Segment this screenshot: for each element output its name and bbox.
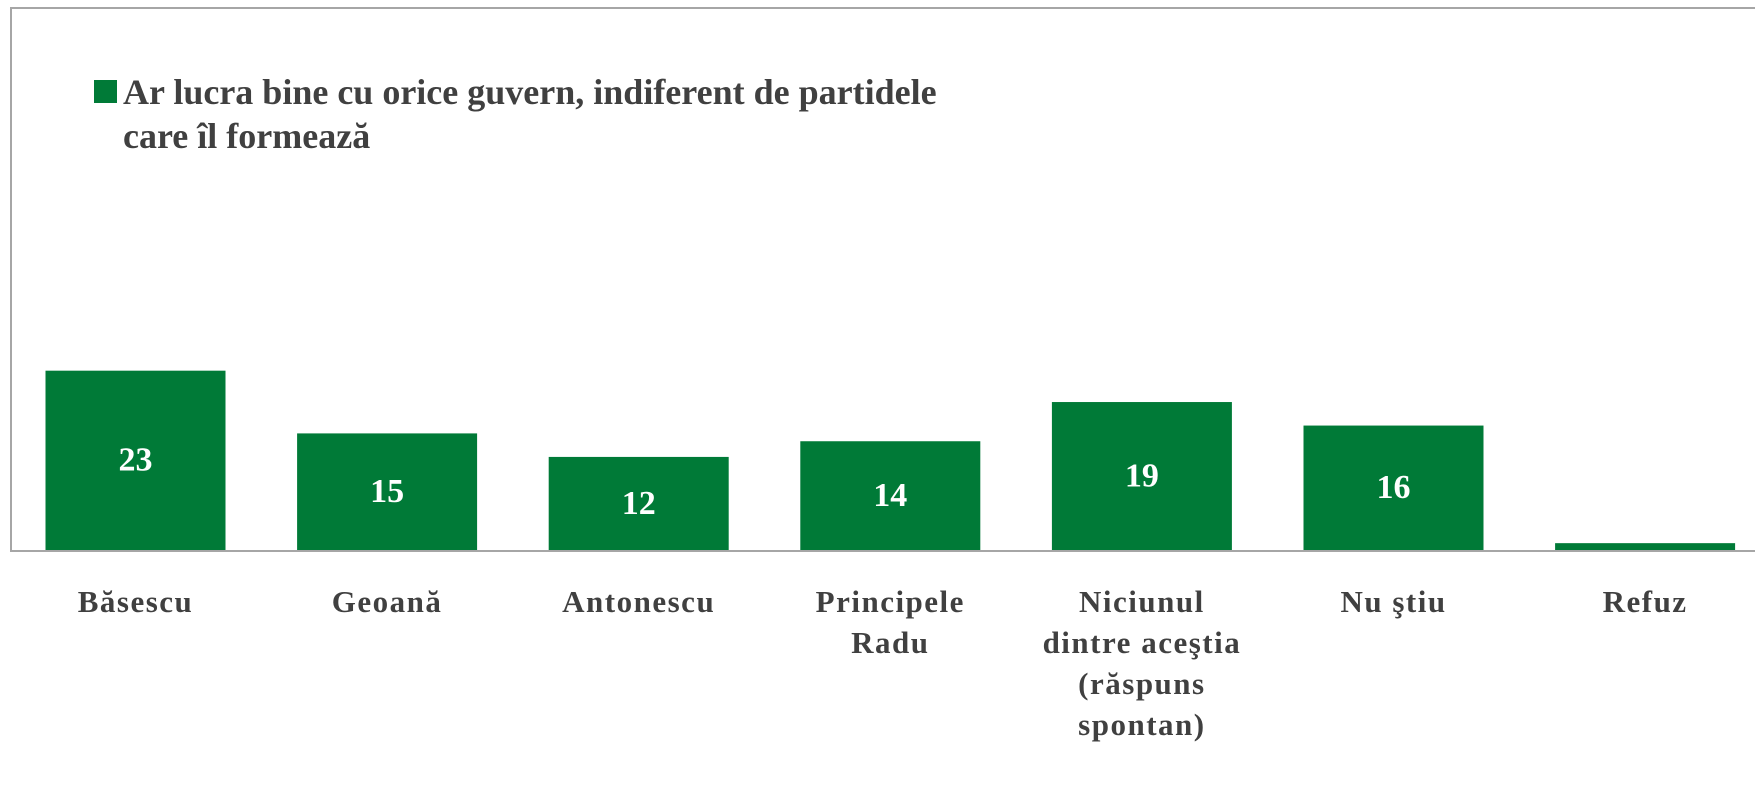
data-label: 12 [622, 485, 656, 522]
x-tick-label: Antonescu [562, 584, 716, 619]
bar [297, 433, 478, 551]
bar [1051, 402, 1232, 551]
x-tick-label: Refuz [1602, 584, 1688, 619]
data-label: 14 [873, 477, 907, 514]
x-tick-label: Principele Radu [815, 584, 965, 660]
legend: Ar lucra bine cu orice guvern, indiferen… [94, 70, 943, 158]
bar [548, 456, 729, 551]
data-label: 19 [1125, 457, 1159, 494]
legend-swatch [94, 80, 117, 103]
bar [45, 370, 226, 551]
x-tick-label: Geoană [331, 584, 443, 619]
data-label: 16 [1377, 469, 1411, 506]
data-label: 15 [370, 473, 404, 510]
legend-label: Ar lucra bine cu orice guvern, indiferen… [123, 72, 937, 156]
data-label: 23 [119, 442, 153, 479]
bar [800, 441, 981, 551]
x-tick-label: Nu ştiu [1340, 584, 1447, 619]
bar [1555, 543, 1736, 551]
bar [1303, 425, 1484, 551]
x-tick-label: Niciunul dintre aceştia (răspuns spontan… [1042, 584, 1242, 742]
x-tick-label: Băsescu [77, 584, 194, 619]
